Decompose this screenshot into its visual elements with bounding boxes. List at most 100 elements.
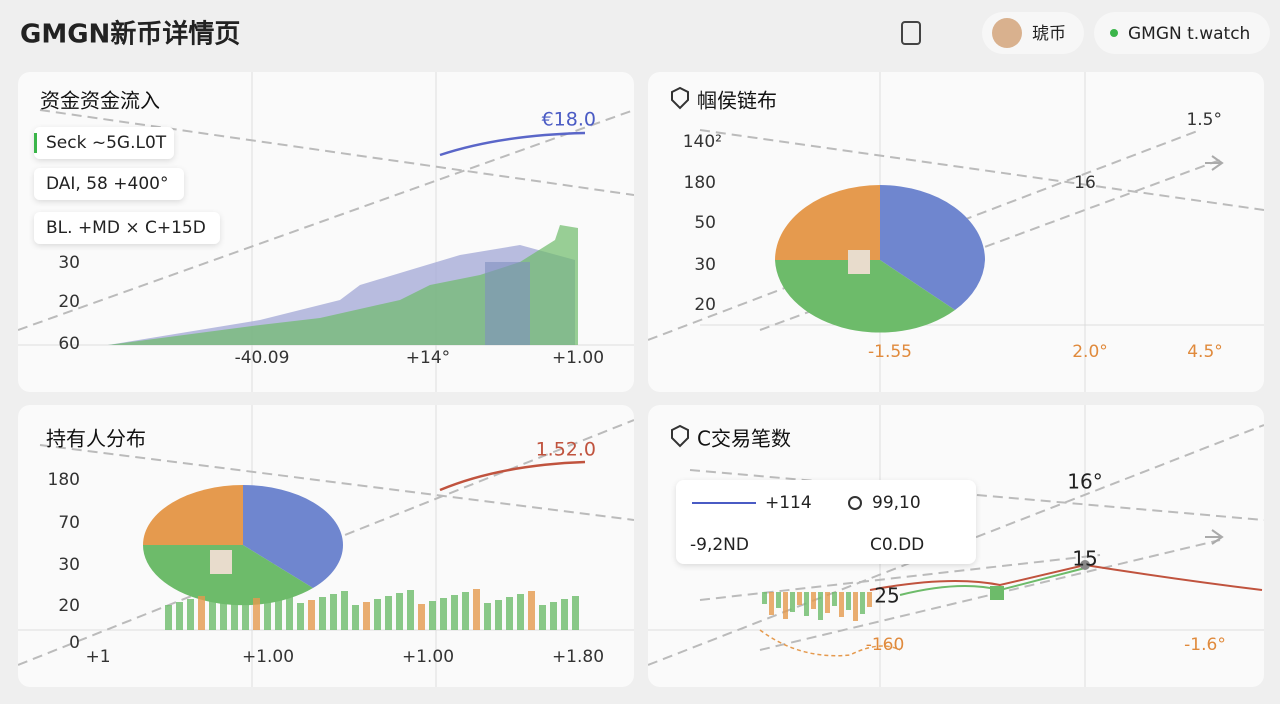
x-label: 4.5° [1187,342,1223,362]
bar-decor [440,598,447,630]
bar-decor [783,592,788,619]
panel-title: 持有人分布 [46,427,146,451]
bar-decor [506,597,513,630]
tooltip-text: +114 [765,493,812,513]
line [439,460,586,492]
legend-entry: BL. +MD × C+15D [46,218,206,238]
y-label: 20 [58,596,80,616]
point-label: 15 [1072,547,1097,571]
bar-decor [308,600,315,630]
legend-box [34,127,174,159]
point-label: 25 [874,584,899,608]
guide-line [18,109,634,331]
bar-decor [550,602,557,630]
bar-decor [517,594,524,630]
bar-decor [429,601,436,630]
bar-decor [253,598,260,630]
x-label: +1.00 [242,647,294,667]
tooltip-text: C0.DD [870,535,924,555]
bar-decor [374,599,381,630]
bar-decor [495,600,502,630]
bar-decor [867,592,872,607]
x-label: +1 [85,647,110,667]
y-label: 30 [694,255,716,275]
bar-decor [363,602,370,630]
bar-decor [220,590,227,630]
pie-slice [142,545,313,606]
tooltip-marker [848,496,862,510]
bar-decor [264,595,271,630]
y-label: 30 [58,253,80,273]
y-label: 140² [683,132,722,152]
legend-marker [34,133,37,153]
bar-decor [528,591,535,630]
bar-decor [187,599,194,630]
bar-decor [319,597,326,630]
x-label: +1.00 [402,647,454,667]
marker [990,586,1004,600]
bar-decor [832,592,837,606]
arrow [1205,155,1224,171]
arrow [1205,529,1224,545]
point-label: 16° [1067,470,1102,494]
panel-title: C交易笔数 [697,427,791,451]
bar-decor [846,592,851,610]
avatar [992,18,1022,48]
bar-decor [407,590,414,630]
value-label: 1.52.0 [536,439,596,461]
panel-title: 资金资金流入 [40,89,160,113]
y-label: 0 [69,633,80,653]
tooltip [676,480,976,564]
bar-decor [839,592,844,617]
bar-decor [853,592,858,621]
legend-box [34,212,220,244]
value-label: €18.0 [542,109,596,131]
pie-slice [775,260,955,333]
bar-decor [330,594,337,630]
marker [1080,560,1090,570]
bar-decor [385,596,392,630]
shield-icon [671,424,689,448]
point-label: 16 [1074,173,1096,193]
tooltip-text: 99,10 [872,493,921,513]
pie-slice [775,185,880,260]
y-label: 50 [694,213,716,233]
pie-slice [143,485,243,545]
y-label: 180 [684,173,716,193]
bar-decor [418,604,425,630]
area [485,262,530,345]
bar-decor [804,592,809,616]
bar-decor [198,596,205,630]
bar-decor [790,592,795,612]
bar-decor [769,592,774,615]
x-label: +14° [406,348,450,368]
y-label: 180 [48,470,80,490]
guide-line [18,419,634,666]
bar-decor [818,592,823,620]
bar-decor [242,601,249,630]
pie-center [210,550,232,574]
bar-decor [860,592,865,614]
shield-icon [671,86,689,110]
tooltip-text: -9,2ND [690,535,749,555]
bar-decor [473,589,480,630]
legend-entry: Seck ~5G.L0T [46,133,167,153]
status-label: GMGN t.watch [1128,24,1250,44]
bar-decor [165,605,172,630]
bar-decor [275,592,282,630]
page-title: GMGN新币详情页 [20,19,240,50]
x-label: -1.6° [1184,635,1226,655]
y-label: 70 [58,513,80,533]
panel-title: 帼侯链布 [697,89,777,113]
bar-decor [176,602,183,630]
bar-decor [811,592,816,609]
y-label: 60 [58,334,80,354]
icon-button[interactable] [901,21,921,45]
value-label: 1.5° [1186,110,1222,130]
x-label: 2.0° [1072,342,1108,362]
line [439,131,586,157]
x-label: -40.09 [235,348,290,368]
status-pill[interactable] [1094,12,1270,54]
bar-decor [231,604,238,630]
